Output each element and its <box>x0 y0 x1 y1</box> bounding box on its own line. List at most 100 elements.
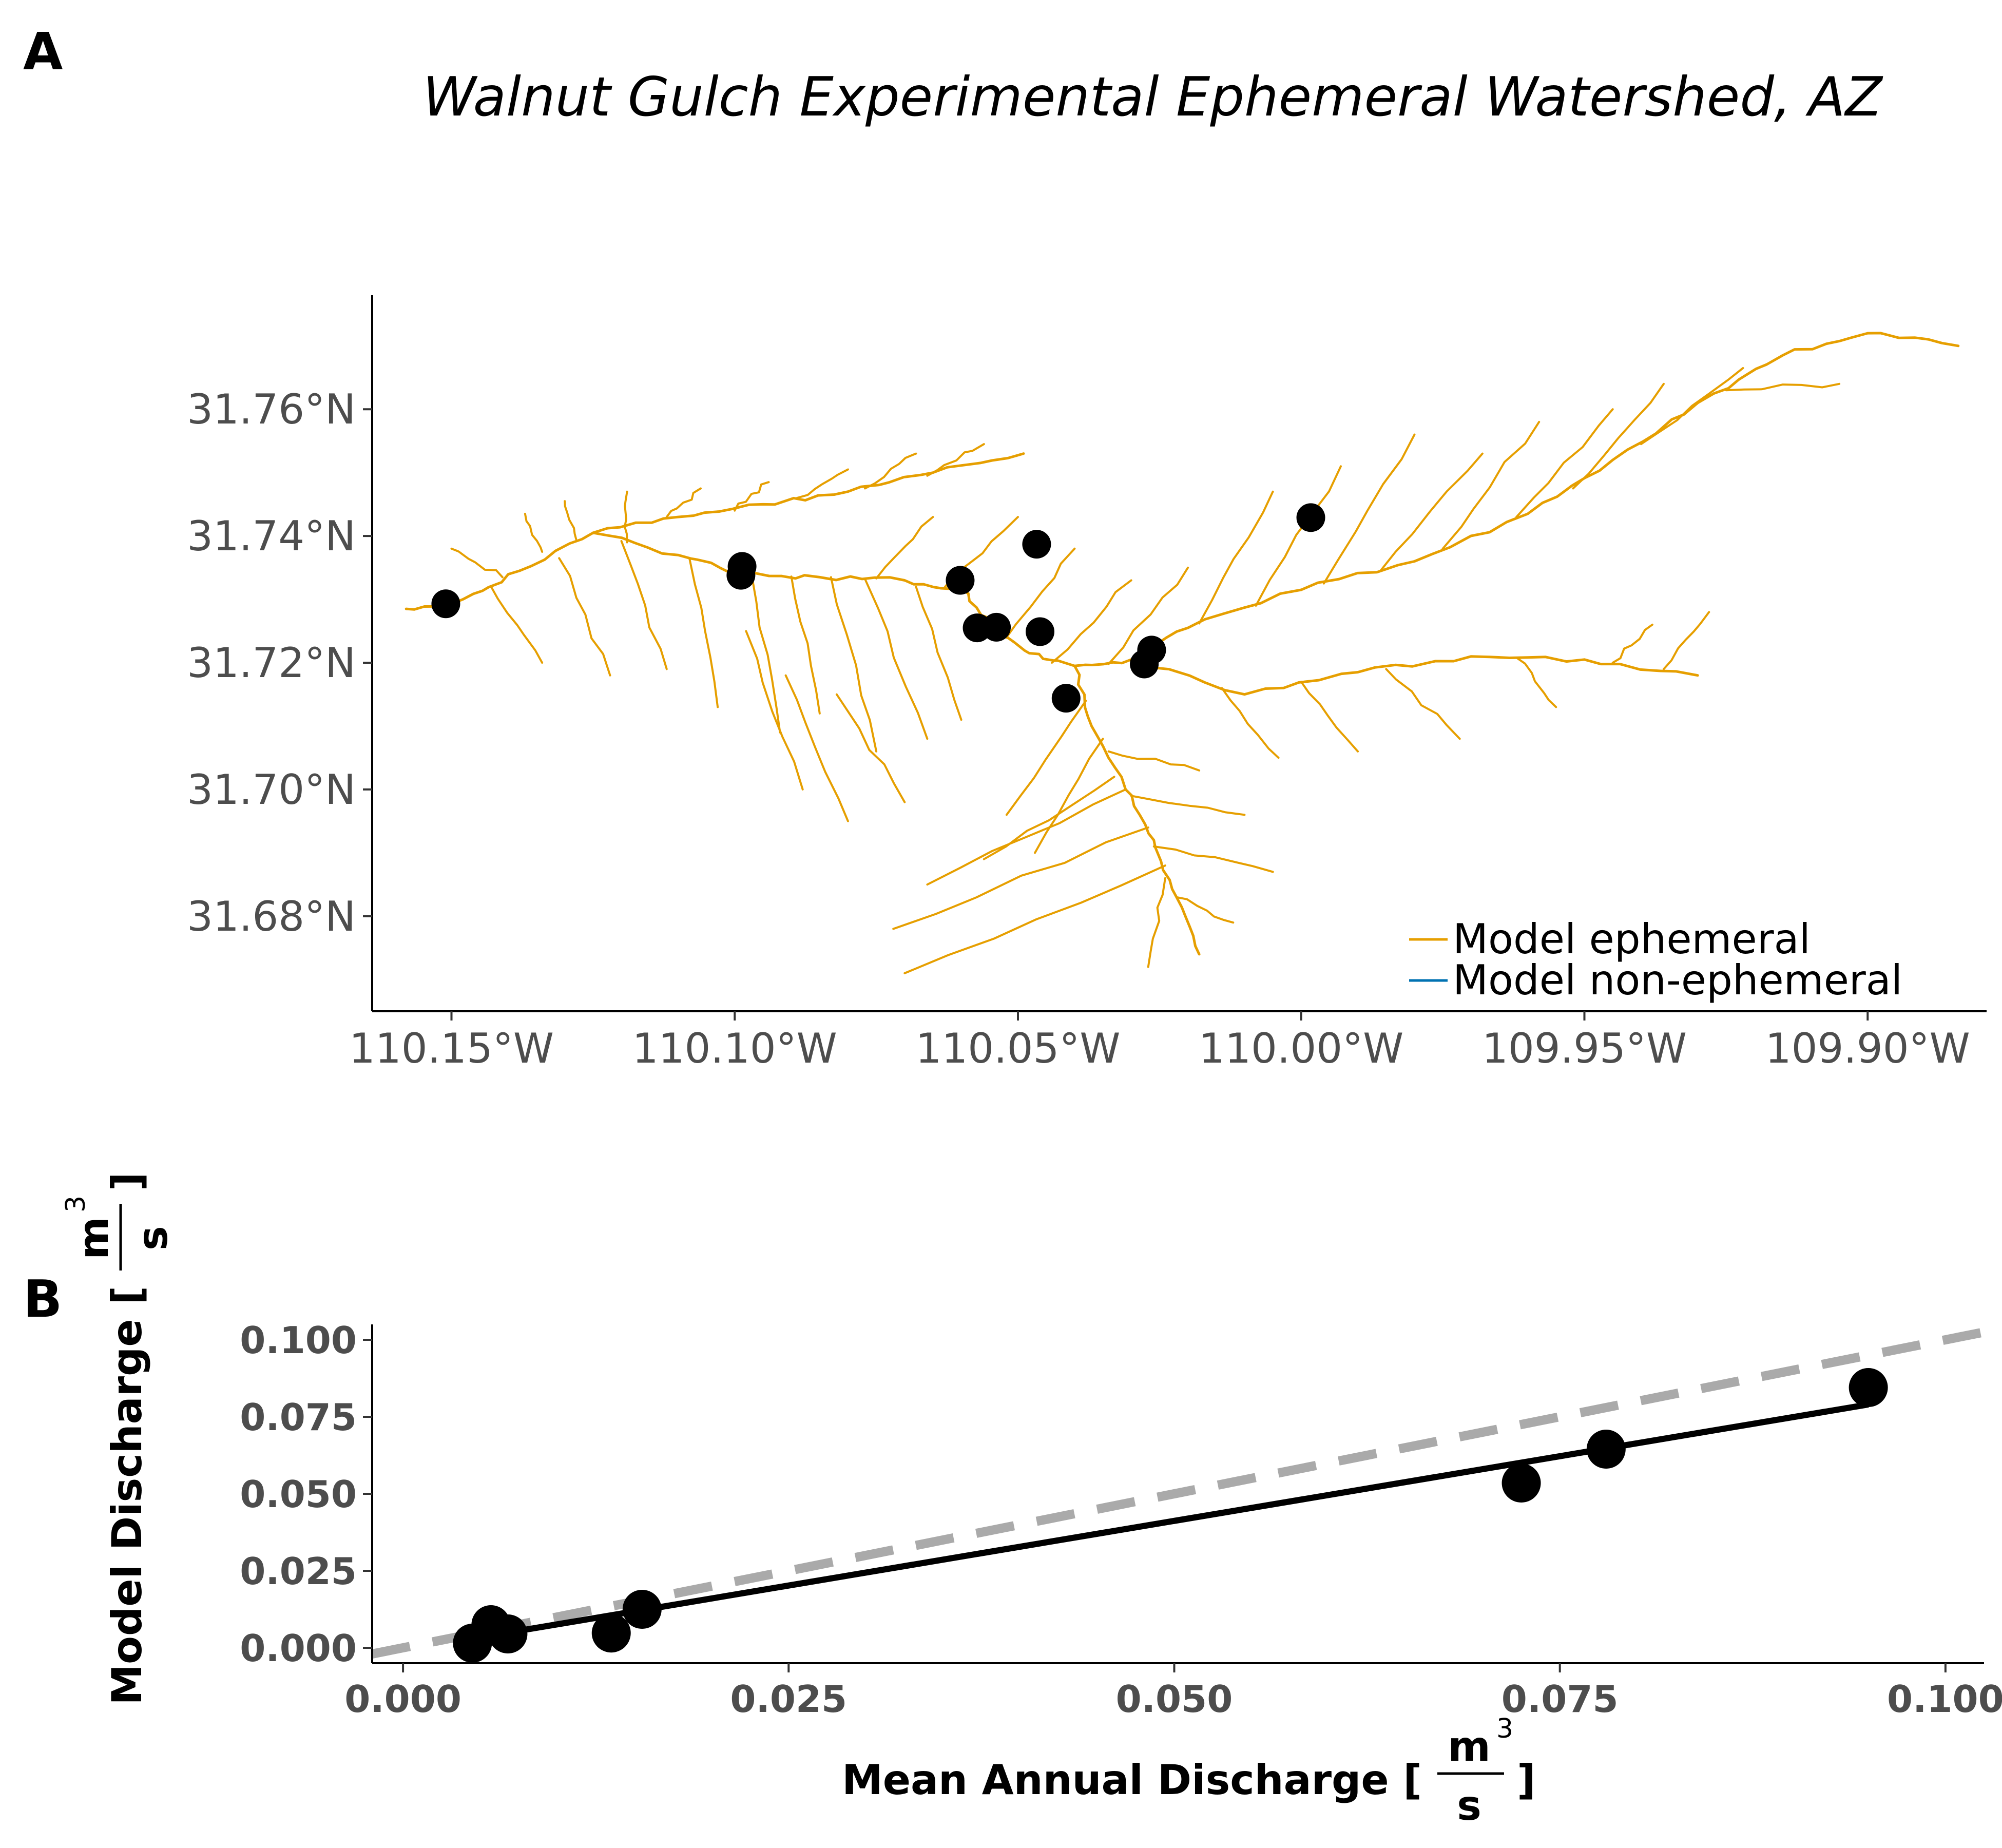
tributary <box>624 490 628 544</box>
tributary <box>1255 465 1342 607</box>
tributary <box>1725 382 1841 392</box>
scatter-point <box>488 1614 528 1653</box>
tributary <box>620 540 668 670</box>
tributary <box>1385 668 1461 740</box>
tributary <box>830 576 878 753</box>
scatter-x-tick-label: 0.050 <box>1116 1678 1233 1721</box>
map-x-tick-label: 109.95°W <box>1482 1025 1687 1072</box>
one-to-one-line <box>371 1327 1985 1659</box>
tributary <box>784 674 849 822</box>
map-title: Walnut Gulch Experimental Ephemeral Wate… <box>423 66 1883 128</box>
scatter-y-tick-label: 0.025 <box>240 1550 357 1593</box>
scatter-y-tick-label: 0.000 <box>240 1627 357 1670</box>
map-x-tick-label: 109.90°W <box>1765 1025 1970 1072</box>
tributary <box>1176 896 1235 924</box>
tributary <box>665 487 702 518</box>
tributary <box>796 468 849 499</box>
y-unit-close: ] <box>103 1172 151 1191</box>
map-x-tick-label: 110.05°W <box>915 1025 1120 1072</box>
gauge-point <box>431 589 460 619</box>
tributary <box>1515 408 1614 518</box>
tributary <box>564 500 578 541</box>
tributary <box>915 585 962 721</box>
legend-label-ephemeral: Model ephemeral <box>1453 915 1811 963</box>
x-unit-numerator: m <box>1448 1723 1490 1770</box>
tributary <box>750 574 781 734</box>
tributary <box>1441 420 1541 550</box>
tributary <box>1005 700 1087 816</box>
scatter-x-ticks: 0.000 0.025 0.050 0.075 0.100 <box>344 1663 2002 1721</box>
x-unit-exponent: 3 <box>1496 1714 1513 1744</box>
map-legend: Model ephemeral Model non-ephemeral <box>1409 915 1902 1004</box>
tributary <box>1005 547 1076 639</box>
map-x-ticks: 110.15°W 110.10°W 110.05°W 110.00°W 109.95°W… <box>349 1011 1970 1072</box>
tributary <box>1130 795 1246 816</box>
tributary <box>864 452 917 490</box>
y-unit-denominator: s <box>129 1226 177 1250</box>
scatter-x-tick-label: 0.025 <box>730 1678 847 1721</box>
tributary <box>1147 877 1166 968</box>
tributary <box>875 516 934 580</box>
tributary <box>835 693 906 803</box>
gauge-point <box>982 612 1011 642</box>
scatter-point <box>622 1590 662 1629</box>
x-axis-label: Mean Annual Discharge [ <box>842 1756 1422 1804</box>
tributary <box>892 826 1149 930</box>
scatter-x-tick-label: 0.075 <box>1502 1678 1619 1721</box>
south-channel <box>1073 664 1201 956</box>
tributary <box>1107 750 1201 772</box>
gauge-point <box>1296 503 1325 532</box>
scatter-point <box>591 1613 631 1653</box>
tributary <box>490 585 544 664</box>
east-channel <box>1130 655 1699 696</box>
scatter-y-axis-title: Model Discharge [ m 3 s ] <box>61 1172 177 1705</box>
scatter-point <box>1849 1368 1888 1407</box>
stream-network <box>405 332 1960 974</box>
map-x-tick-label: 110.00°W <box>1199 1025 1403 1072</box>
panel-b-letter: B <box>23 1269 62 1329</box>
map-x-tick-label: 110.15°W <box>349 1025 554 1072</box>
map-y-tick-label: 31.68°N <box>187 893 356 940</box>
map-y-tick-label: 31.76°N <box>187 386 356 433</box>
map-x-tick-label: 110.10°W <box>632 1025 837 1072</box>
gauge-point <box>1051 684 1081 713</box>
tributary <box>450 547 504 579</box>
scatter-points <box>453 1368 1888 1663</box>
tributary <box>1107 566 1189 665</box>
tributary <box>1379 452 1484 572</box>
tributary <box>524 512 544 553</box>
scatter-point <box>1586 1430 1626 1469</box>
scatter-y-tick-label: 0.075 <box>240 1396 357 1439</box>
tributary <box>1663 611 1710 670</box>
tributary <box>1034 738 1104 854</box>
scatter-point <box>1502 1464 1541 1503</box>
tributary <box>926 788 1127 886</box>
tributary <box>1572 382 1665 490</box>
scatter-x-tick-label: 0.100 <box>1887 1678 2002 1721</box>
tributary <box>903 864 1166 974</box>
panel-a-letter: A <box>23 22 63 82</box>
map-y-tick-label: 31.70°N <box>187 766 356 814</box>
tributary <box>983 776 1115 860</box>
x-unit-denominator: s <box>1457 1782 1481 1830</box>
tributary <box>864 578 929 740</box>
tributary <box>926 443 985 477</box>
tributary <box>790 575 821 715</box>
scatter-y-tick-label: 0.050 <box>240 1473 357 1516</box>
scatter-y-tick-label: 0.100 <box>240 1319 357 1362</box>
gauge-points <box>431 503 1325 713</box>
tributary <box>1515 657 1557 708</box>
scatter-x-axis-title: Mean Annual Discharge [ m 3 s ] <box>842 1714 1535 1830</box>
gauge-point <box>1022 530 1051 559</box>
y-unit-exponent: 3 <box>61 1196 91 1212</box>
x-unit-close: ] <box>1517 1756 1536 1804</box>
tributary <box>1611 623 1653 664</box>
fit-line <box>472 1401 1869 1642</box>
map-y-tick-label: 31.72°N <box>187 639 356 687</box>
gauge-point <box>1026 617 1055 646</box>
y-unit-numerator: m <box>70 1217 118 1259</box>
y-axis-label: Model Discharge [ <box>103 1286 151 1705</box>
gauge-point <box>726 561 756 590</box>
upper-channel <box>591 452 1025 534</box>
